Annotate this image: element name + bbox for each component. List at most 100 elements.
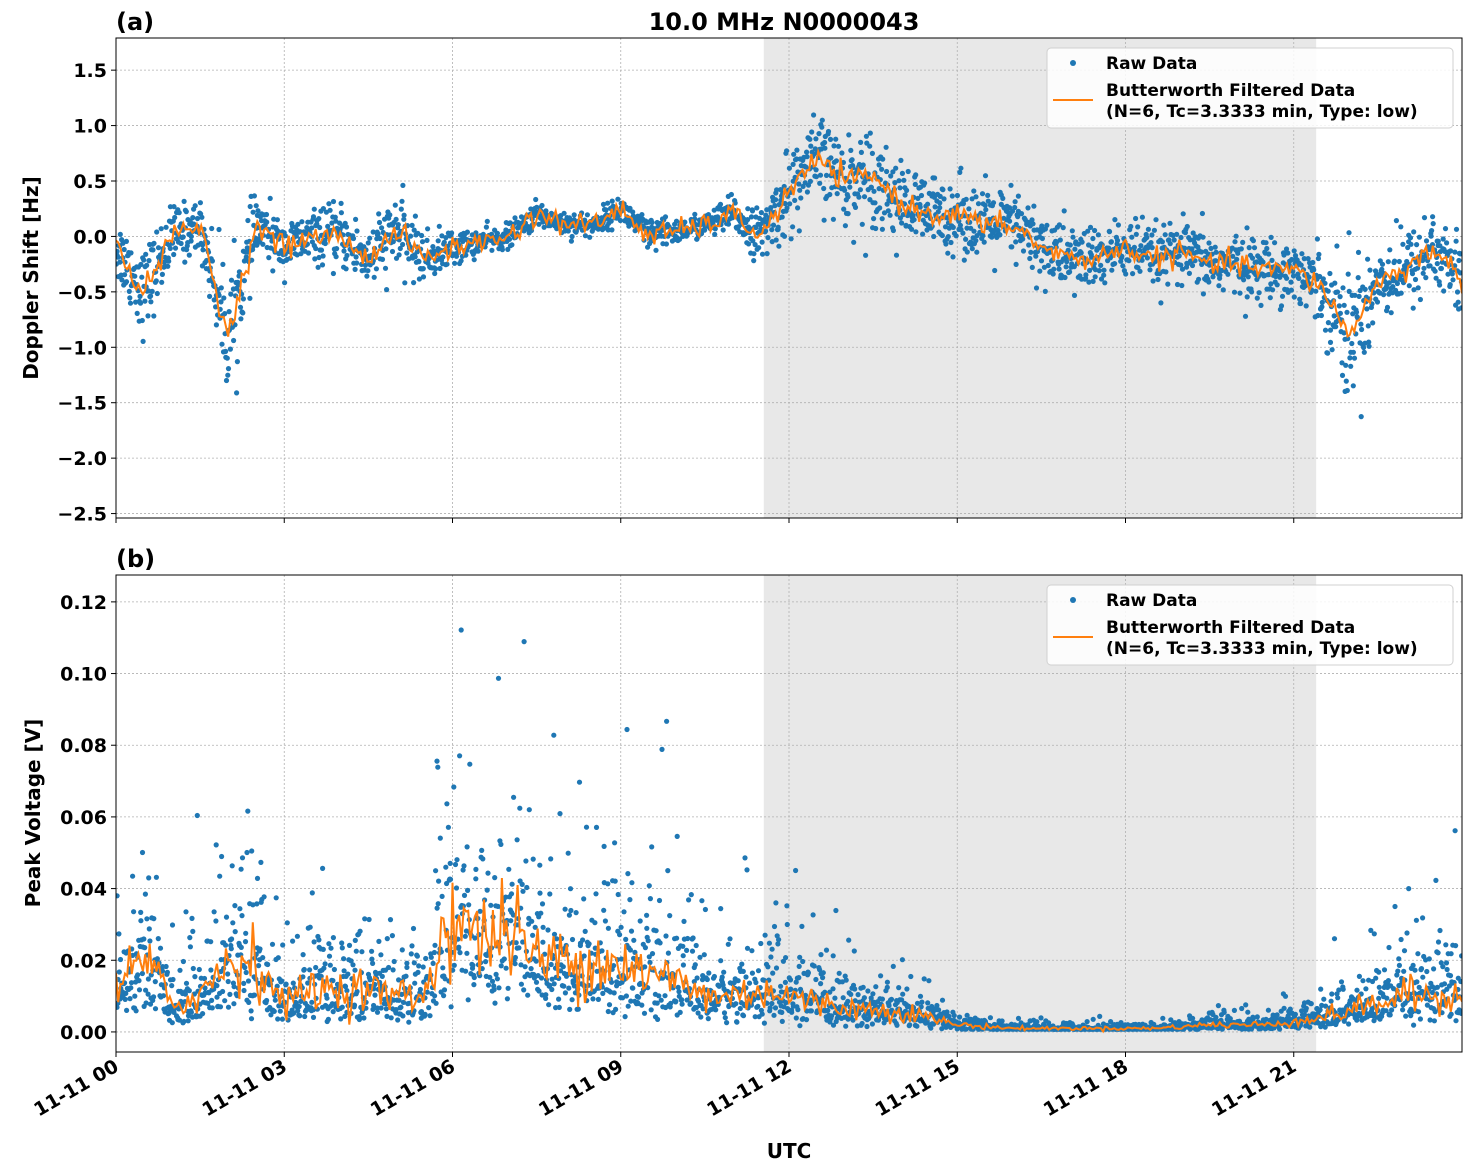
raw-data-point [673, 998, 679, 1004]
raw-data-point [1267, 295, 1273, 301]
raw-data-point [902, 192, 908, 198]
raw-data-point [242, 964, 248, 971]
raw-data-point [786, 165, 793, 171]
raw-data-point [279, 1016, 285, 1022]
raw-data-point [879, 216, 885, 222]
raw-data-point [508, 891, 515, 897]
raw-data-point [325, 223, 331, 229]
raw-data-point [298, 998, 304, 1005]
raw-data-point [724, 1020, 730, 1026]
raw-data-point [309, 890, 315, 896]
raw-data-point [419, 239, 426, 245]
raw-data-point [293, 233, 299, 239]
raw-data-point [655, 1016, 661, 1023]
raw-data-point [569, 997, 575, 1003]
raw-data-point [1410, 305, 1416, 311]
raw-data-point [674, 935, 680, 941]
raw-data-point [790, 161, 796, 167]
raw-data-point [1319, 304, 1325, 310]
raw-data-point [793, 867, 799, 874]
raw-data-point [153, 278, 159, 284]
raw-data-point [1411, 287, 1417, 293]
raw-data-point [799, 923, 805, 930]
raw-data-point [1151, 227, 1157, 233]
raw-data-point [613, 1006, 619, 1013]
raw-data-point [428, 954, 434, 960]
raw-data-point [918, 192, 925, 199]
raw-data-point [142, 945, 148, 951]
raw-data-point [1408, 241, 1414, 247]
raw-data-point [353, 216, 359, 222]
raw-data-point [155, 245, 162, 251]
raw-data-point [727, 936, 733, 942]
raw-data-point [387, 212, 393, 218]
raw-data-point [1184, 223, 1190, 230]
raw-data-point [409, 222, 415, 228]
raw-data-point [1165, 281, 1171, 287]
raw-data-point [199, 214, 205, 220]
raw-data-point [1160, 1015, 1166, 1021]
raw-data-point [1430, 221, 1436, 227]
raw-data-point [1344, 387, 1350, 394]
raw-data-point [974, 249, 980, 255]
raw-data-point [372, 992, 378, 998]
y-tick-label: 0.00 [60, 1022, 107, 1044]
raw-data-point [1258, 302, 1264, 308]
raw-data-point [461, 892, 468, 899]
raw-data-point [533, 979, 540, 985]
raw-data-point [740, 968, 746, 975]
raw-data-point [751, 251, 757, 257]
raw-data-point [1050, 271, 1056, 277]
raw-data-point [656, 993, 662, 999]
raw-data-point [509, 881, 515, 887]
raw-data-point [231, 337, 237, 344]
raw-data-point [1350, 349, 1356, 355]
raw-data-point [833, 136, 839, 142]
raw-data-point [533, 196, 539, 203]
raw-data-point [225, 971, 231, 977]
raw-data-point [885, 208, 891, 214]
raw-data-point [845, 211, 851, 217]
raw-data-point [484, 218, 490, 224]
raw-data-point [1344, 309, 1350, 315]
raw-data-point [362, 916, 368, 922]
raw-data-point [128, 980, 135, 986]
raw-data-point [772, 1005, 779, 1011]
raw-data-point [571, 217, 577, 223]
raw-data-point [493, 971, 499, 978]
raw-data-point [311, 206, 317, 212]
raw-data-point [273, 895, 279, 901]
raw-data-point [458, 627, 464, 633]
raw-data-point [524, 884, 530, 891]
raw-data-point [1167, 241, 1173, 247]
raw-data-point [949, 193, 955, 199]
raw-data-point [133, 1008, 139, 1014]
raw-data-point [1233, 233, 1239, 239]
raw-data-point [611, 990, 617, 996]
raw-data-point [137, 293, 143, 299]
raw-data-point [470, 962, 476, 968]
raw-data-point [1322, 280, 1328, 286]
raw-data-point [762, 932, 768, 938]
raw-data-point [818, 981, 824, 987]
raw-data-point [378, 952, 384, 958]
raw-data-point [117, 231, 123, 237]
raw-data-point [957, 169, 963, 175]
raw-data-point [582, 233, 589, 239]
raw-data-point [283, 981, 289, 987]
raw-data-point [796, 181, 802, 187]
raw-data-point [705, 212, 712, 218]
raw-data-point [981, 211, 987, 217]
raw-data-point [841, 206, 847, 212]
raw-data-point [1381, 292, 1387, 298]
raw-data-point [376, 938, 382, 945]
raw-data-point [644, 912, 650, 918]
raw-data-point [1220, 287, 1226, 293]
raw-data-point [932, 175, 938, 181]
raw-data-point [194, 215, 201, 222]
raw-data-point [389, 248, 396, 255]
raw-data-point [350, 235, 357, 242]
raw-data-point [119, 277, 125, 283]
raw-data-point [679, 1001, 685, 1007]
raw-data-point [803, 1017, 810, 1023]
